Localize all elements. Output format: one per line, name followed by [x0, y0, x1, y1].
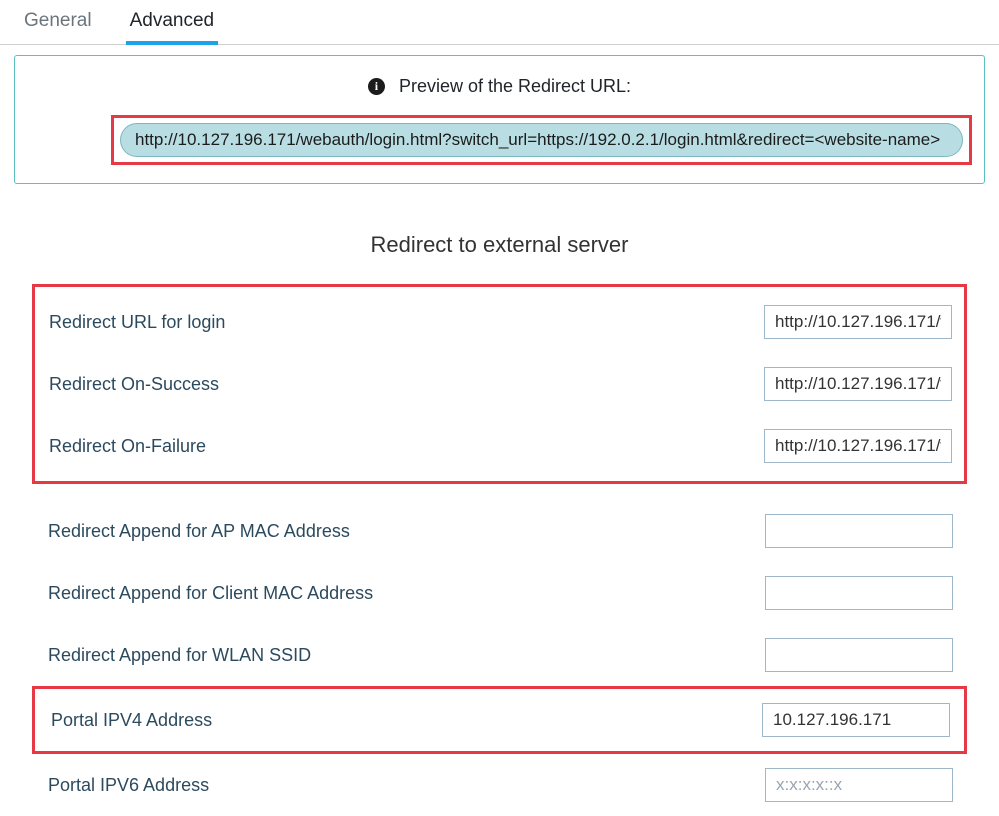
section-title: Redirect to external server: [0, 232, 999, 258]
input-portal-ipv6[interactable]: [765, 768, 953, 802]
redirect-url-highlight: Redirect URL for login Redirect On-Succe…: [32, 284, 967, 484]
row-append-ap-mac: Redirect Append for AP MAC Address: [32, 500, 967, 562]
input-redirect-success[interactable]: [764, 367, 952, 401]
label-redirect-login: Redirect URL for login: [43, 312, 225, 333]
row-append-wlan-ssid: Redirect Append for WLAN SSID: [32, 624, 967, 686]
preview-url: http://10.127.196.171/webauth/login.html…: [120, 123, 963, 157]
preview-label: i Preview of the Redirect URL:: [368, 76, 631, 97]
form-area: Redirect URL for login Redirect On-Succe…: [0, 284, 999, 816]
tab-bar: General Advanced: [0, 0, 999, 45]
preview-panel: i Preview of the Redirect URL: http://10…: [14, 55, 985, 184]
preview-highlight: http://10.127.196.171/webauth/login.html…: [111, 115, 972, 165]
row-portal-ipv6: Portal IPV6 Address: [32, 754, 967, 816]
row-redirect-login: Redirect URL for login: [43, 291, 956, 353]
input-redirect-failure[interactable]: [764, 429, 952, 463]
info-icon: i: [368, 78, 385, 95]
label-append-client-mac: Redirect Append for Client MAC Address: [42, 583, 373, 604]
row-redirect-success: Redirect On-Success: [43, 353, 956, 415]
row-append-client-mac: Redirect Append for Client MAC Address: [32, 562, 967, 624]
input-redirect-login[interactable]: [764, 305, 952, 339]
tab-general[interactable]: General: [20, 0, 96, 44]
label-redirect-success: Redirect On-Success: [43, 374, 219, 395]
row-redirect-failure: Redirect On-Failure: [43, 415, 956, 477]
input-append-client-mac[interactable]: [765, 576, 953, 610]
tab-advanced[interactable]: Advanced: [126, 0, 219, 44]
portal-ipv4-highlight: Portal IPV4 Address: [32, 686, 967, 754]
row-portal-ipv4: Portal IPV4 Address: [43, 693, 956, 747]
input-append-wlan-ssid[interactable]: [765, 638, 953, 672]
input-portal-ipv4[interactable]: [762, 703, 950, 737]
input-append-ap-mac[interactable]: [765, 514, 953, 548]
label-portal-ipv6: Portal IPV6 Address: [42, 775, 209, 796]
label-append-wlan-ssid: Redirect Append for WLAN SSID: [42, 645, 311, 666]
label-portal-ipv4: Portal IPV4 Address: [45, 710, 212, 731]
label-append-ap-mac: Redirect Append for AP MAC Address: [42, 521, 350, 542]
preview-label-text: Preview of the Redirect URL:: [399, 76, 631, 97]
label-redirect-failure: Redirect On-Failure: [43, 436, 206, 457]
